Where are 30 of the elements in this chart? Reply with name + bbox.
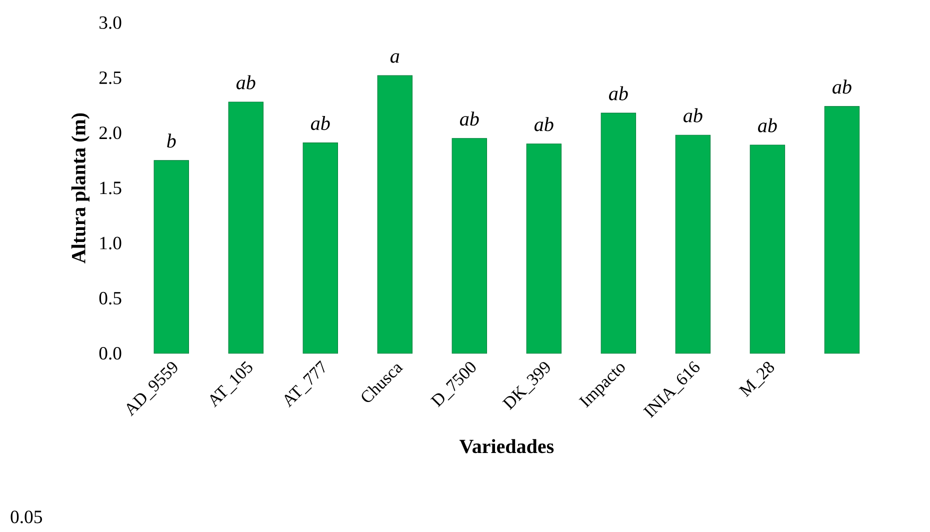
bar [154, 160, 189, 354]
data-label: a [390, 53, 400, 63]
y-tick-label: 2.0 [99, 126, 122, 140]
y-tick-label: 0.0 [99, 346, 122, 360]
y-tick-label: 3.0 [100, 16, 122, 30]
data-label: ab [684, 108, 702, 122]
bar [452, 138, 488, 354]
data-label: ab [758, 118, 777, 132]
bar [750, 144, 786, 354]
y-tick-label: 0.5 [99, 292, 122, 305]
y-tick-label: 2.5 [99, 71, 122, 84]
y-axis-title: Altura planta (m) [71, 113, 90, 264]
data-label: b [167, 134, 176, 148]
bar [600, 112, 636, 354]
data-label: ab [236, 75, 256, 90]
data-label: ab [460, 112, 479, 126]
bar [675, 134, 711, 354]
y-tick-label: 1.5 [100, 182, 122, 194]
data-label: ab [832, 80, 852, 94]
data-label: ab [310, 116, 330, 130]
bar [824, 106, 860, 354]
text: 0.05 [10, 510, 42, 524]
bar [302, 142, 338, 354]
bar [377, 75, 413, 354]
bar [526, 144, 562, 354]
data-label: ab [534, 117, 554, 132]
data-label: ab [609, 86, 628, 100]
x-axis-title: Variedades [459, 439, 554, 454]
y-tick-label: 1.0 [100, 236, 122, 250]
bar [228, 102, 264, 354]
